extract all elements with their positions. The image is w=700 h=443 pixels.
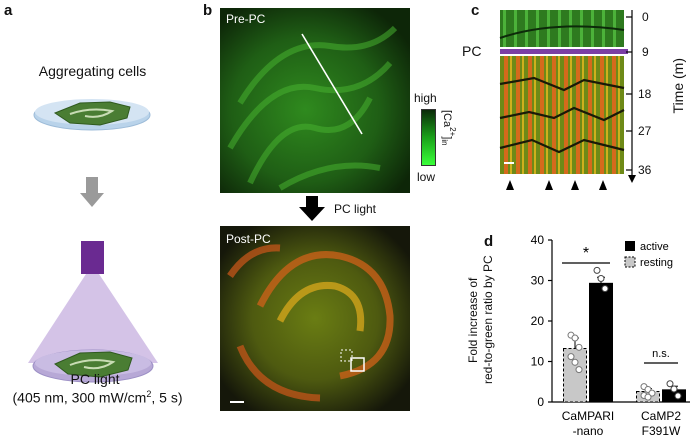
colorbar-axis-label: [Ca2+]in xyxy=(440,110,457,146)
legend-resting-label: resting xyxy=(640,257,673,269)
data-point xyxy=(648,389,656,397)
data-point xyxy=(644,393,652,401)
y-axis-title-line2: red-to-green ratio by PC xyxy=(481,255,495,385)
y-tick-label: 10 xyxy=(531,355,545,369)
data-point xyxy=(571,358,579,366)
panel-a-top-caption: Aggregating cells xyxy=(38,63,147,79)
colorbar-high-label: high xyxy=(414,91,437,105)
y-tick-label: 0 xyxy=(537,395,544,409)
culture-dish-top xyxy=(33,99,151,131)
params-sup: 2 xyxy=(146,389,152,399)
data-point xyxy=(666,380,674,388)
light-source-block xyxy=(81,241,104,274)
legend-resting-swatch xyxy=(624,256,636,268)
panel-a-illustration xyxy=(28,99,158,383)
bar-resting-0 xyxy=(563,348,587,403)
panel-a-label: a xyxy=(4,2,13,19)
y-tick-label: 30 xyxy=(531,274,545,288)
y-tick-label: 20 xyxy=(531,314,545,328)
category-2-line2: F391W xyxy=(642,424,681,438)
pc-bar xyxy=(500,49,628,54)
y-axis-title: Fold increase of red-to-green ratio by P… xyxy=(466,240,514,400)
tick-36: 36 xyxy=(638,163,652,177)
data-point xyxy=(575,366,583,374)
data-point xyxy=(601,285,609,293)
post-pc-label: Post-PC xyxy=(226,232,271,246)
params-main: (405 nm, 300 mW/cm xyxy=(12,389,147,406)
category-1-line1: CaMPARI xyxy=(562,409,614,423)
category-1-line2: -nano xyxy=(573,424,604,438)
colorbar-axis-tail: ] xyxy=(441,136,454,140)
data-point xyxy=(674,392,682,400)
kymo-arrowheads xyxy=(506,180,607,190)
pc-label: PC xyxy=(462,43,482,59)
data-point xyxy=(575,343,583,351)
pre-pc-image xyxy=(220,8,410,193)
tick-9: 9 xyxy=(642,45,649,59)
data-point xyxy=(593,266,601,274)
process-arrow xyxy=(80,177,104,207)
params-tail: , 5 s) xyxy=(151,389,183,406)
sig-star: * xyxy=(583,245,589,262)
y-axis-title-line1: Fold increase of xyxy=(466,277,480,363)
colorbar-axis-main: [Ca xyxy=(441,110,454,128)
pre-pc-label: Pre-PC xyxy=(226,12,266,26)
panel-d-label: d xyxy=(484,233,494,250)
post-pc-image xyxy=(220,226,410,411)
panel-a-params: (405 nm, 300 mW/cm2, 5 s) xyxy=(0,389,195,406)
time-axis-title: Time (m) xyxy=(670,58,686,114)
y-tick-label: 40 xyxy=(531,233,545,247)
colorbar-axis-sup: 2+ xyxy=(447,127,457,137)
zoom-box xyxy=(350,357,365,372)
tick-0: 0 xyxy=(642,10,649,24)
category-2-line1: CaMP2 xyxy=(641,409,681,423)
colorbar-low-label: low xyxy=(417,170,436,184)
tick-27: 27 xyxy=(638,124,652,138)
culture-dish-bottom xyxy=(32,349,154,383)
light-cone xyxy=(28,274,158,363)
colorbar-axis-sub: in xyxy=(440,139,449,146)
data-point xyxy=(571,334,579,342)
ns-label: n.s. xyxy=(652,348,670,360)
bar-active-0 xyxy=(589,282,613,403)
kymograph-line xyxy=(301,33,363,135)
panel-c-label: c xyxy=(471,2,480,19)
kymograph xyxy=(499,10,636,190)
pc-light-arrow-label: PC light xyxy=(334,202,377,216)
legend-active-label: active xyxy=(640,241,669,253)
colorbar xyxy=(421,109,436,166)
tick-18: 18 xyxy=(638,87,652,101)
panel-a-bottom-caption: PC light xyxy=(70,371,120,387)
pc-light-arrow xyxy=(299,196,325,221)
data-point xyxy=(567,353,575,361)
time-axis-arrowhead xyxy=(628,175,636,183)
panel-b-label: b xyxy=(203,2,213,19)
data-point xyxy=(670,385,678,393)
legend-active-swatch xyxy=(625,241,635,251)
data-point xyxy=(597,274,605,282)
